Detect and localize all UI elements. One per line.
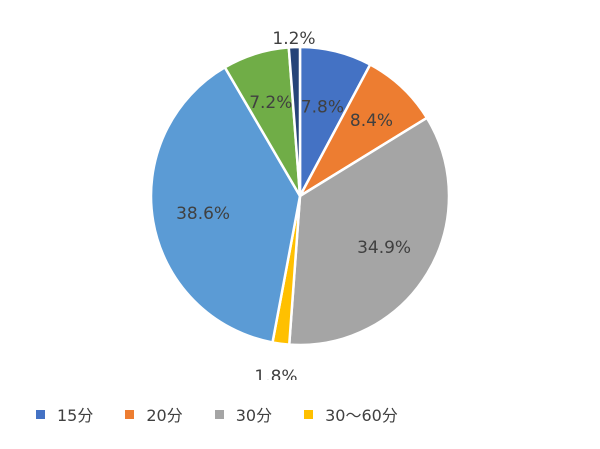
pie-slice xyxy=(149,66,302,344)
pie-slice xyxy=(287,45,302,198)
legend-item-20min: 20分 xyxy=(125,402,183,426)
legend-label: 20分 xyxy=(146,406,183,425)
legend-label: 15分 xyxy=(57,406,94,425)
slice-data-label: 8.4% xyxy=(350,111,393,131)
legend-swatch xyxy=(36,409,45,419)
legend-item-30-60min: 30～60分 xyxy=(304,402,398,426)
legend-item-30min: 30分 xyxy=(214,402,273,426)
slice-data-label: 1.2% xyxy=(272,29,315,49)
legend-label: 30分 xyxy=(235,406,273,425)
pie-slice xyxy=(287,116,451,347)
slice-data-label: 34.9% xyxy=(357,238,411,258)
pie-chart-plot: 7.8% 8.4% 34.9% 1.8% 38.6% 7.2% 1.2% xyxy=(149,29,451,380)
legend-item-15min: 15分 xyxy=(36,402,93,426)
slice-data-label: 7.8% xyxy=(301,97,344,117)
chart-legend: 15分 20分 30分 30～60分 xyxy=(36,403,430,425)
legend-label: 30～60分 xyxy=(325,406,398,425)
legend-swatch xyxy=(304,409,314,419)
slice-data-label: 1.8% xyxy=(254,367,297,380)
legend-swatch xyxy=(214,409,224,419)
legend-swatch xyxy=(125,409,135,419)
slice-data-label: 7.2% xyxy=(249,93,292,113)
slice-data-label: 38.6% xyxy=(176,204,230,224)
